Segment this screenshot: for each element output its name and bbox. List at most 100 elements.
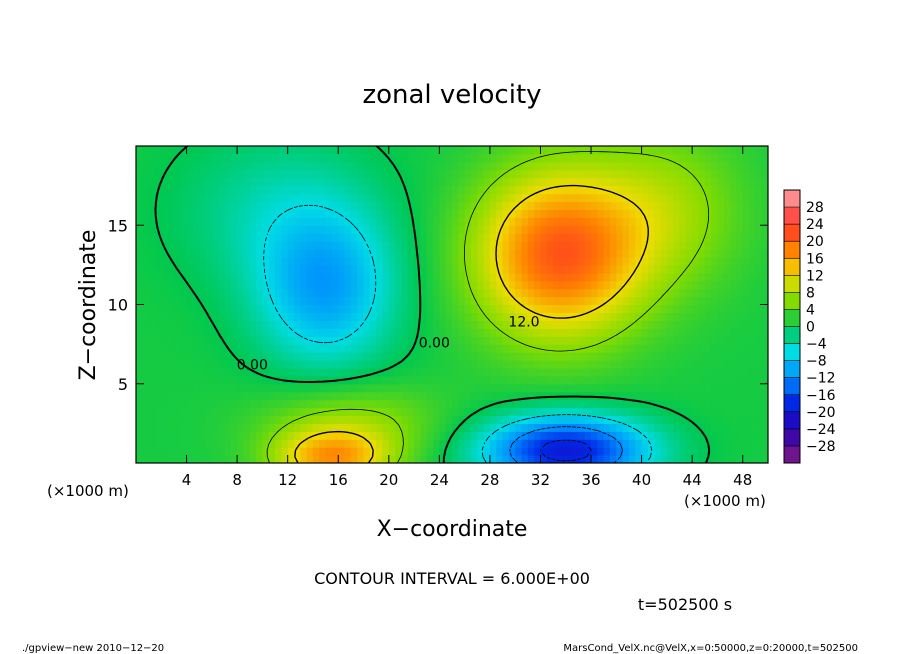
heatmap-cell <box>654 455 662 463</box>
heatmap-cell <box>755 193 763 203</box>
heatmap-cell <box>401 312 409 321</box>
heatmap-cell <box>211 280 219 290</box>
heatmap-cell <box>736 193 744 203</box>
heatmap-cell <box>591 304 598 314</box>
heatmap-cell <box>256 225 263 234</box>
heatmap-cell <box>647 272 655 282</box>
heatmap-cell <box>344 455 352 463</box>
heatmap-cell <box>496 312 504 321</box>
heatmap-cell <box>755 367 763 377</box>
heatmap-cell <box>211 249 219 258</box>
heatmap-cell <box>711 296 719 306</box>
heatmap-cell <box>300 201 308 210</box>
heatmap-cell <box>616 161 624 171</box>
heatmap-cell <box>376 225 384 234</box>
heatmap-cell <box>578 264 586 274</box>
heatmap-cell <box>591 367 598 377</box>
heatmap-cell <box>508 423 516 432</box>
heatmap-cell <box>331 209 339 218</box>
heatmap-cell <box>591 177 598 187</box>
heatmap-cell <box>508 233 516 242</box>
heatmap-cell <box>654 439 662 448</box>
heatmap-cell <box>369 304 377 314</box>
heatmap-cell <box>249 280 257 290</box>
heatmap-cell <box>578 169 586 179</box>
heatmap-cell <box>464 225 472 234</box>
heatmap-cell <box>616 304 624 314</box>
heatmap-cell <box>470 264 478 274</box>
heatmap-cell <box>148 383 156 393</box>
heatmap-cell <box>369 233 377 242</box>
heatmap-cell <box>148 407 156 417</box>
heatmap-cell <box>559 455 567 463</box>
heatmap-cell <box>173 201 181 210</box>
heatmap-cell <box>395 375 403 385</box>
heatmap-cell <box>622 352 630 361</box>
heatmap-cell <box>401 249 409 258</box>
heatmap-cell <box>698 455 706 463</box>
heatmap-cell <box>331 399 339 409</box>
heatmap-cell <box>192 359 200 369</box>
heatmap-cell <box>534 201 542 210</box>
heatmap-cell <box>445 383 453 393</box>
heatmap-cell <box>268 359 276 369</box>
heatmap-cell <box>553 177 561 187</box>
heatmap-cell <box>711 352 719 361</box>
heatmap-cell <box>275 233 282 242</box>
heatmap-cell <box>256 336 263 345</box>
heatmap-cell <box>711 399 719 409</box>
heatmap-cell <box>382 352 390 361</box>
heatmap-cell <box>742 399 750 409</box>
heatmap-cell <box>717 177 725 187</box>
heatmap-cell <box>407 249 415 258</box>
heatmap-cell <box>616 185 624 195</box>
heatmap-cell <box>761 225 768 234</box>
heatmap-cell <box>306 439 314 448</box>
heatmap-cell <box>420 391 428 401</box>
heatmap-cell <box>331 233 339 242</box>
heatmap-cell <box>553 193 561 203</box>
heatmap-cell <box>654 225 662 234</box>
heatmap-cell <box>319 241 327 250</box>
heatmap-cell <box>761 169 768 179</box>
heatmap-cell <box>704 304 712 314</box>
heatmap-cell <box>180 249 188 258</box>
heatmap-cell <box>294 241 301 250</box>
heatmap-cell <box>199 288 207 298</box>
heatmap-cell <box>401 415 409 424</box>
heatmap-cell <box>711 233 719 242</box>
heatmap-cell <box>312 352 320 361</box>
heatmap-cell <box>578 359 586 369</box>
heatmap-cell <box>723 423 731 432</box>
heatmap-cell <box>622 423 630 432</box>
heatmap-cell <box>464 233 472 242</box>
heatmap-cell <box>148 272 156 282</box>
heatmap-cell <box>641 217 649 226</box>
heatmap-cell <box>534 169 542 179</box>
heatmap-cell <box>489 209 497 218</box>
heatmap-cell <box>211 375 219 385</box>
heatmap-cell <box>628 201 636 210</box>
heatmap-cell <box>420 153 428 163</box>
heatmap-cell <box>692 415 700 424</box>
heatmap-cell <box>736 423 744 432</box>
heatmap-cell <box>439 161 447 171</box>
heatmap-cell <box>597 264 605 274</box>
heatmap-cell <box>230 153 238 163</box>
heatmap-cell <box>603 288 611 298</box>
heatmap-cell <box>154 153 162 163</box>
heatmap-cell <box>249 415 257 424</box>
heatmap-cell <box>578 431 586 440</box>
heatmap-cell <box>641 439 649 448</box>
heatmap-cell <box>357 201 365 210</box>
heatmap-cell <box>376 288 384 298</box>
heatmap-cell <box>180 431 188 440</box>
heatmap-cell <box>483 193 491 203</box>
heatmap-cell <box>761 249 768 258</box>
heatmap-cell <box>319 312 327 321</box>
heatmap-cell <box>420 264 428 274</box>
heatmap-cell <box>578 193 586 203</box>
heatmap-cell <box>136 185 143 195</box>
heatmap-cell <box>496 256 504 266</box>
heatmap-cell <box>761 185 768 195</box>
